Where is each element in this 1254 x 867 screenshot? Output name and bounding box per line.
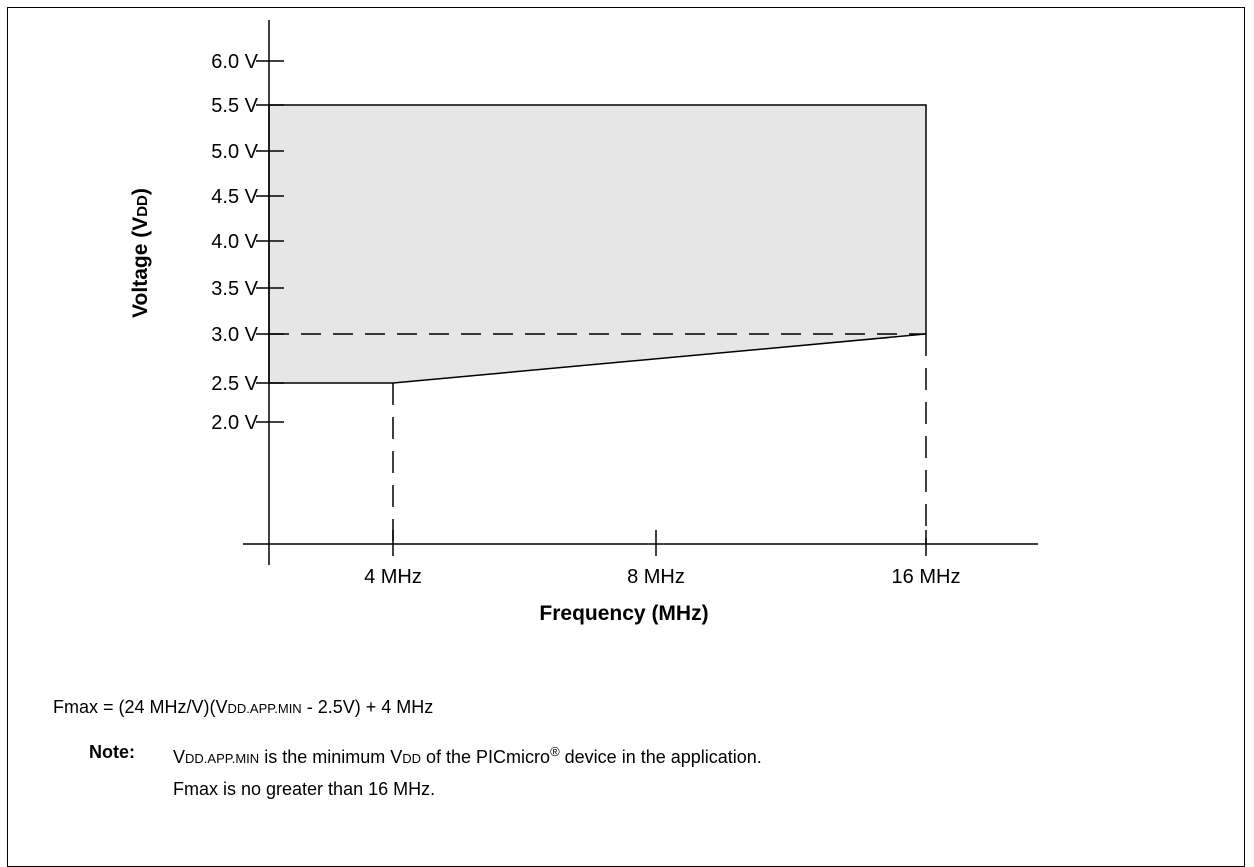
x-tick-label-2: 16 MHz xyxy=(892,566,961,588)
y-tick-label-2: 3.0 V xyxy=(211,324,258,346)
y-tick-label-0: 2.0 V xyxy=(211,412,258,434)
x-axis-title: Frequency (MHz) xyxy=(539,602,708,625)
x-tick-label-1: 8 MHz xyxy=(627,566,685,588)
y-tick-label-7: 5.5 V xyxy=(211,95,258,117)
y-tick-label-5: 4.5 V xyxy=(211,186,258,208)
y-tick-label-1: 2.5 V xyxy=(211,373,258,395)
note-line-2: Fmax is no greater than 16 MHz. xyxy=(173,779,436,799)
note-label: Note: xyxy=(89,742,135,762)
fmax-formula: Fmax = (24 MHz/V)(VDD.APP.MIN - 2.5V) + … xyxy=(53,697,434,717)
operating-region xyxy=(268,104,927,384)
y-tick-label-6: 5.0 V xyxy=(211,141,258,163)
y-tick-label-3: 3.5 V xyxy=(211,278,258,300)
y-tick-label-4: 4.0 V xyxy=(211,231,258,253)
y-tick-label-8: 6.0 V xyxy=(211,51,258,73)
x-tick-label-0: 4 MHz xyxy=(364,566,422,588)
y-axis-title: Voltage (VDD) xyxy=(129,188,152,318)
note-line-1: VDD.APP.MIN is the minimum VDD of the PI… xyxy=(173,744,762,767)
note-text: VDD.APP.MIN is the minimum VDD of the PI… xyxy=(173,737,762,804)
